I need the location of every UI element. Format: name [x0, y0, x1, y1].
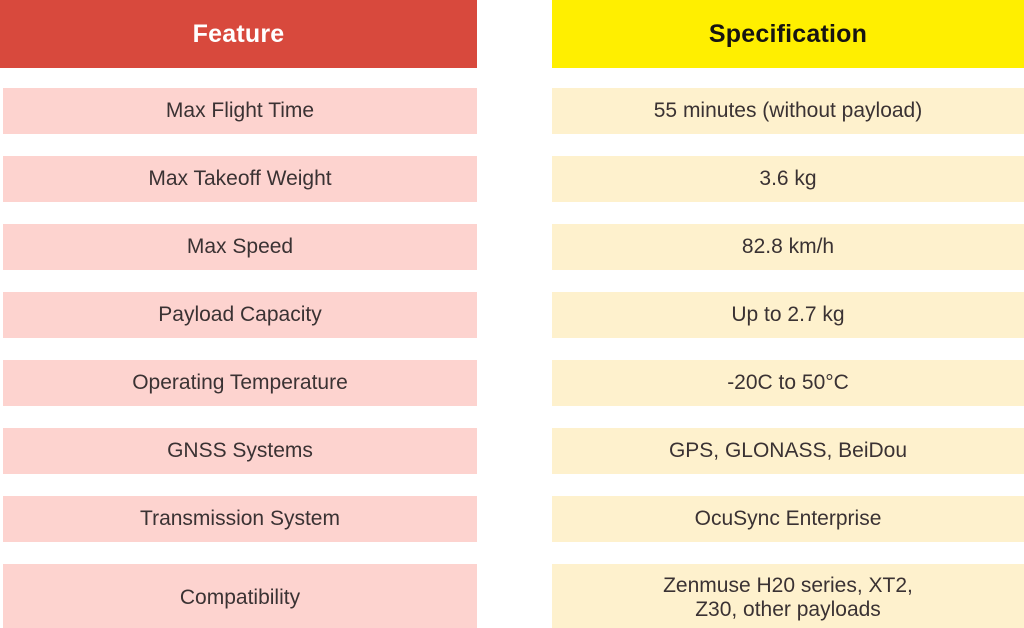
spec-cell-gnss-systems: GPS, GLONASS, BeiDou	[552, 428, 1024, 474]
specification-column-header: Specification	[552, 0, 1024, 68]
spec-cell-transmission-system: OcuSync Enterprise	[552, 496, 1024, 542]
spec-cell-max-flight-time: 55 minutes (without payload)	[552, 88, 1024, 134]
feature-cell-transmission-system: Transmission System	[3, 496, 477, 542]
spec-cell-payload-capacity: Up to 2.7 kg	[552, 292, 1024, 338]
spec-cell-operating-temperature: -20C to 50°C	[552, 360, 1024, 406]
spec-cell-max-takeoff-weight: 3.6 kg	[552, 156, 1024, 202]
feature-cell-max-speed: Max Speed	[3, 224, 477, 270]
feature-cell-compatibility: Compatibility	[3, 564, 477, 628]
specification-column: Specification 55 minutes (without payloa…	[552, 0, 1024, 628]
feature-cell-max-takeoff-weight: Max Takeoff Weight	[3, 156, 477, 202]
feature-cell-gnss-systems: GNSS Systems	[3, 428, 477, 474]
spec-cell-max-speed: 82.8 km/h	[552, 224, 1024, 270]
spec-cell-compatibility: Zenmuse H20 series, XT2, Z30, other payl…	[552, 564, 1024, 628]
feature-cell-payload-capacity: Payload Capacity	[3, 292, 477, 338]
feature-cell-operating-temperature: Operating Temperature	[3, 360, 477, 406]
feature-column: Feature Max Flight Time Max Takeoff Weig…	[0, 0, 477, 628]
spec-cell-compatibility-text: Zenmuse H20 series, XT2, Z30, other payl…	[663, 573, 913, 621]
feature-column-header: Feature	[0, 0, 477, 68]
feature-cell-max-flight-time: Max Flight Time	[3, 88, 477, 134]
